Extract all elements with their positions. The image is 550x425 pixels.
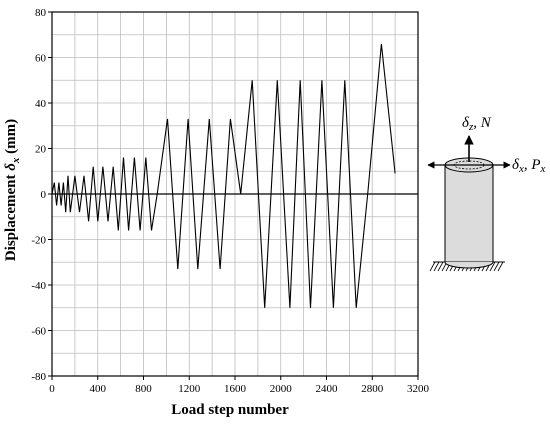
horizontal-dof-label: δx, Px <box>512 157 546 175</box>
y-tick-label: -60 <box>31 326 46 338</box>
y-tick-label: 80 <box>35 7 47 19</box>
hatch-stroke <box>497 261 504 272</box>
hatch-stroke <box>437 261 444 272</box>
x-tick-label: 0 <box>49 383 55 395</box>
y-tick-label: 20 <box>35 144 47 156</box>
horizontal-dof-symbol: δ <box>512 157 520 173</box>
x-tick-label: 2800 <box>361 383 384 395</box>
x-tick-label: 800 <box>135 383 152 395</box>
x-tick-label: 400 <box>90 383 107 395</box>
horizontal-dof-separator: , <box>524 157 532 173</box>
y-tick-label: 0 <box>41 189 47 201</box>
horizontal-dof-subscript: x <box>518 163 524 175</box>
x-tick-label: 2400 <box>316 383 339 395</box>
y-tick-label: 40 <box>35 98 47 110</box>
x-axis-ticks: 0 400 800 1200 1600 2000 2400 2800 3200 <box>49 376 430 395</box>
x-tick-label: 3200 <box>407 383 430 395</box>
y-axis-ticks: 80 60 40 20 0 -20 -40 -60 -80 <box>31 7 52 383</box>
series-line-displacement <box>51 43 396 308</box>
horizontal-load-label: P <box>530 157 540 173</box>
vertical-dof-subscript: z <box>468 121 474 133</box>
hatch-stroke <box>489 261 496 272</box>
hatch-stroke <box>433 261 440 272</box>
specimen-diagram: δz, N δx, Px <box>427 115 546 272</box>
x-axis-title: Load step number <box>171 402 289 418</box>
y-axis-title-symbol: δ <box>3 163 19 171</box>
y-axis-title-subscript: x <box>10 157 22 164</box>
vertical-dof-separator: , <box>473 115 481 131</box>
vertical-dof-symbol: δ <box>462 115 470 131</box>
vertical-load-label: N <box>480 115 492 131</box>
vertical-dof-label: δz, N <box>462 115 492 133</box>
x-tick-label: 1200 <box>178 383 201 395</box>
y-tick-label: -20 <box>31 235 46 247</box>
y-axis-title: Displacement δx (mm) <box>3 119 22 261</box>
column-specimen <box>444 157 494 269</box>
x-tick-label: 1600 <box>224 383 247 395</box>
hatch-stroke <box>493 261 500 272</box>
x-tick-label: 2000 <box>270 383 293 395</box>
y-tick-label: -80 <box>31 371 46 383</box>
y-tick-label: 60 <box>35 53 47 65</box>
y-axis-title-unit: (mm) <box>3 119 19 158</box>
plot-frame <box>51 11 419 377</box>
y-tick-label: -40 <box>31 280 46 292</box>
hatch-stroke <box>429 261 436 272</box>
y-axis-title-main: Displacement <box>3 171 19 261</box>
horizontal-load-subscript: x <box>540 163 546 175</box>
